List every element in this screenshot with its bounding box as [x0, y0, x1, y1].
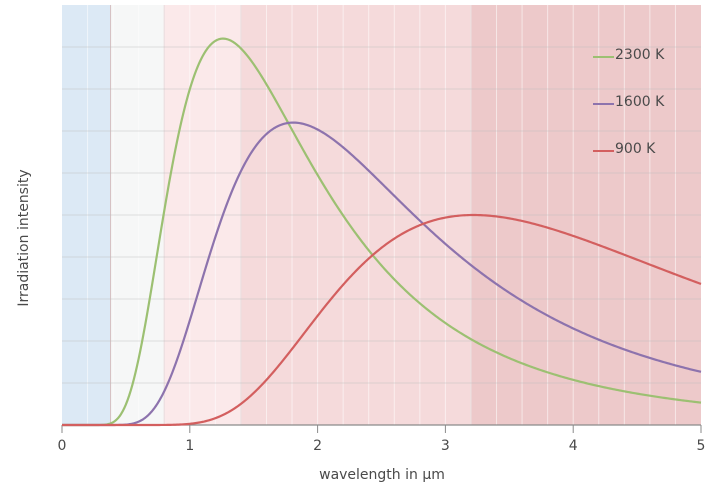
spectral-band-4 — [470, 5, 701, 425]
x-tick-label: 2 — [313, 438, 323, 454]
series-line-2300k — [62, 37, 702, 427]
curves — [62, 37, 702, 427]
grid-lines — [62, 5, 701, 425]
legend — [593, 56, 614, 152]
series-line-1600k — [62, 121, 702, 427]
spectral-band-3 — [240, 5, 471, 425]
x-axis-label: wavelength in µm — [319, 467, 445, 483]
x-tick-label: 3 — [440, 438, 450, 454]
x-axis — [61, 424, 702, 433]
x-tick-label: 0 — [57, 438, 67, 454]
legend-label-900k: 900 K — [615, 141, 656, 157]
x-tick-label: 1 — [185, 438, 195, 454]
spectral-band-0 — [62, 5, 111, 425]
x-tick-label: 5 — [696, 438, 706, 454]
spectral-bands — [62, 5, 701, 425]
series-line-900k — [62, 213, 702, 427]
y-axis-label: Irradiation intensity — [16, 169, 32, 307]
legend-label-2300k: 2300 K — [615, 47, 665, 63]
legend-label-1600k: 1600 K — [615, 94, 665, 110]
spectral-band-1 — [110, 5, 165, 425]
spectral-band-2 — [164, 5, 241, 425]
x-tick-label: 4 — [568, 438, 578, 454]
